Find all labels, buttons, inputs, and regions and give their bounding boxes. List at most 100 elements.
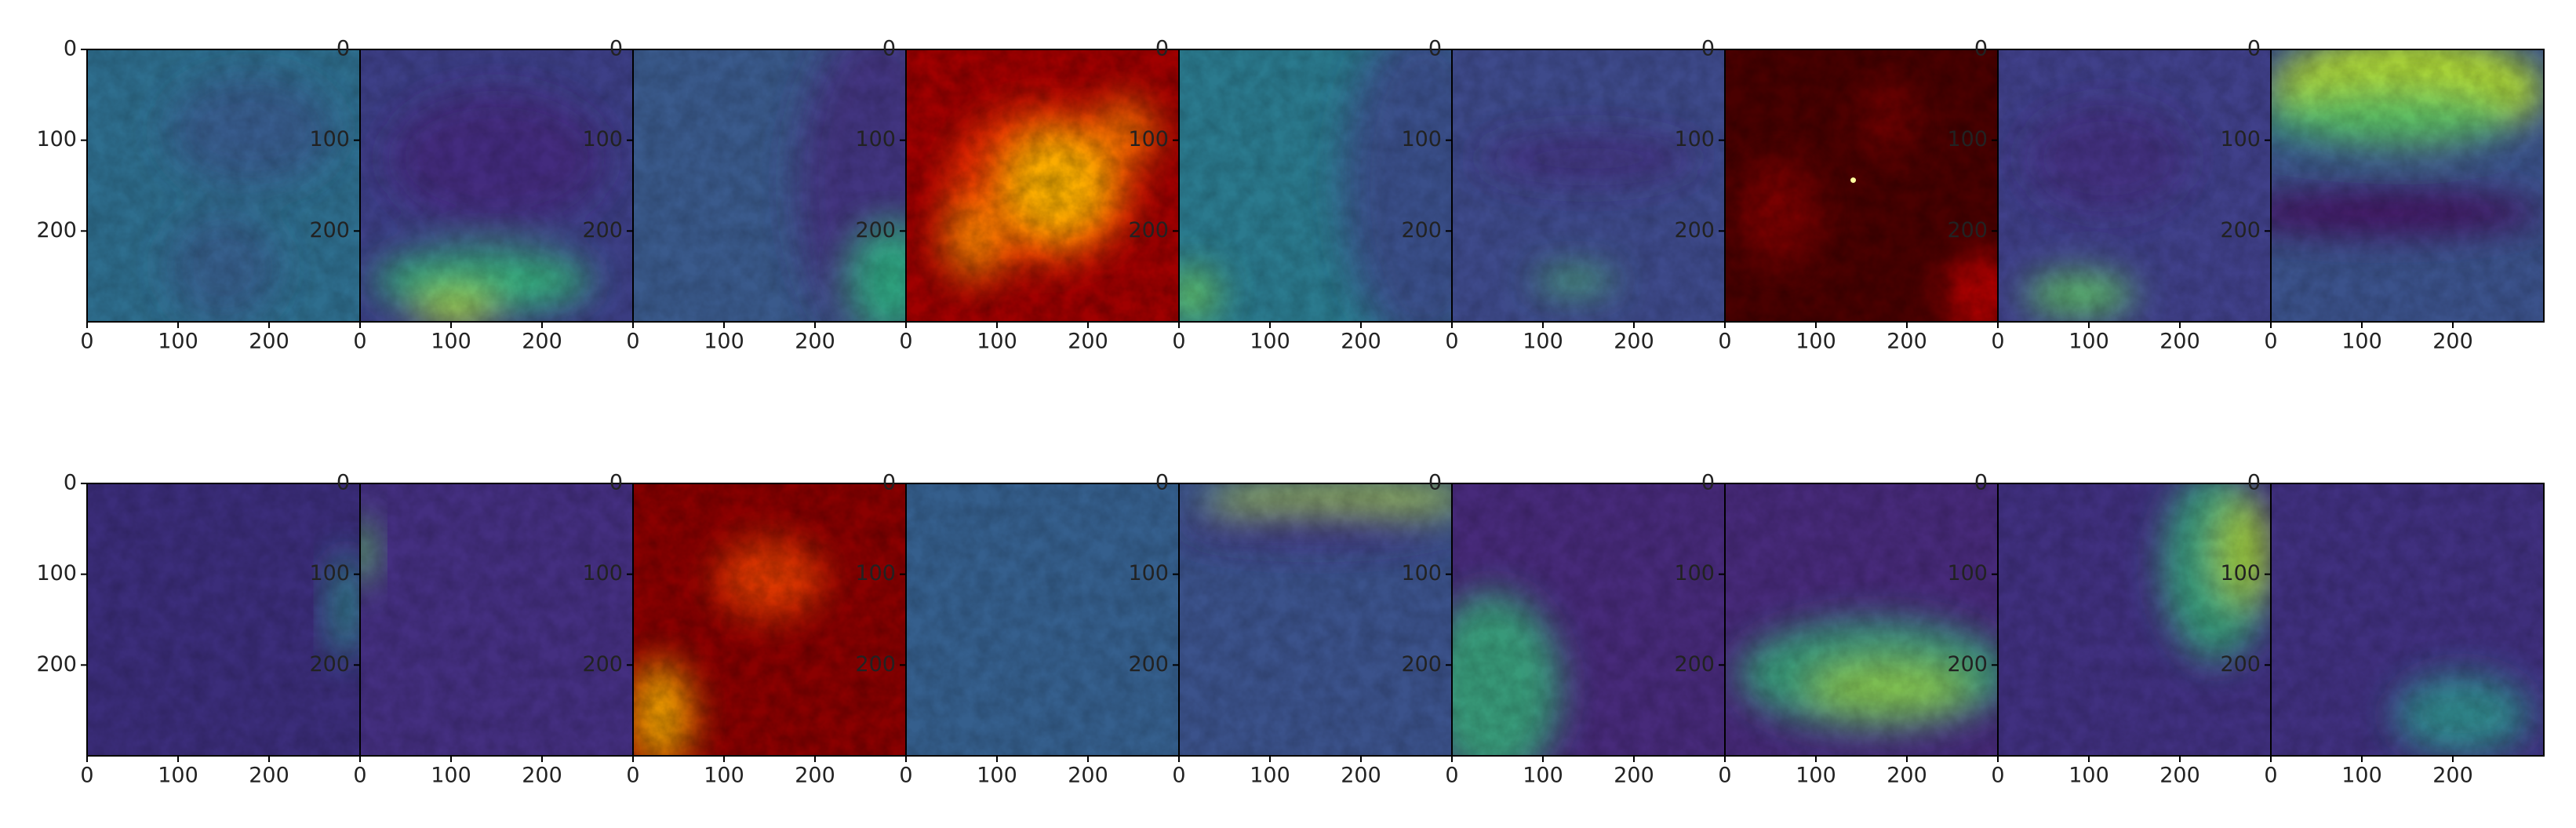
image xyxy=(1725,49,1998,322)
x-tick-label: 0 xyxy=(1445,330,1458,354)
image-panel: 0 100 200 0 100 200 xyxy=(1674,37,1999,354)
y-tick-label: 100 xyxy=(309,561,350,585)
y-tick-label: 100 xyxy=(309,127,350,151)
image xyxy=(1452,49,1725,322)
image-noise xyxy=(87,49,360,322)
axes-frame xyxy=(2270,483,2545,757)
y-tick-label: 200 xyxy=(309,652,350,677)
image xyxy=(1179,483,1452,756)
y-tick-label: 100 xyxy=(582,561,623,585)
x-tick-label: 100 xyxy=(1250,764,1290,788)
y-tick-label: 0 xyxy=(1701,37,1715,61)
y-tick-label: 200 xyxy=(1401,652,1442,677)
y-tick-label: 0 xyxy=(2247,37,2261,61)
x-tick-label: 0 xyxy=(80,330,93,354)
y-tick-label: 100 xyxy=(1128,561,1169,585)
image xyxy=(633,49,906,322)
x-tick-label: 200 xyxy=(1614,764,1654,788)
image-noise xyxy=(906,483,1179,756)
x-tick-label: 200 xyxy=(249,330,289,354)
image-noise xyxy=(1179,483,1452,756)
image-panel: 0 100 200 0 100 200 xyxy=(1401,37,1726,354)
y-tick-label: 200 xyxy=(1401,218,1442,243)
y-tick-label: 0 xyxy=(882,37,896,61)
x-tick-label: 0 xyxy=(1718,764,1731,788)
x-tick-label: 100 xyxy=(704,764,744,788)
y-tick-label: 0 xyxy=(1155,471,1169,495)
y-tick-label: 0 xyxy=(609,37,623,61)
image xyxy=(633,483,906,756)
x-tick-label: 0 xyxy=(899,764,912,788)
x-tick-label: 0 xyxy=(2264,764,2277,788)
x-tick-label: 200 xyxy=(522,330,562,354)
image xyxy=(2271,49,2544,322)
y-tick-label: 200 xyxy=(36,218,77,243)
image-panel: 0 100 200 0 100 200 xyxy=(1674,471,1999,788)
x-tick-label: 200 xyxy=(522,764,562,788)
x-tick-label: 100 xyxy=(2341,764,2382,788)
y-tick-label: 200 xyxy=(2220,652,2261,677)
y-tick-label: 0 xyxy=(1428,37,1442,61)
x-tick-label: 0 xyxy=(2264,330,2277,354)
x-tick-label: 0 xyxy=(899,330,912,354)
image xyxy=(360,483,633,756)
y-tick-label: 0 xyxy=(337,37,350,61)
y-tick-label: 200 xyxy=(582,652,623,677)
y-tick-label: 100 xyxy=(1674,127,1715,151)
image xyxy=(906,49,1179,322)
x-tick-label: 100 xyxy=(1250,330,1290,354)
x-tick-label: 200 xyxy=(1614,330,1654,354)
x-tick-label: 100 xyxy=(704,330,744,354)
x-tick-label: 0 xyxy=(626,764,639,788)
x-tick-label: 100 xyxy=(431,764,471,788)
image xyxy=(360,49,633,322)
image-panel: 0 100 200 0 100 200 xyxy=(1128,471,1453,788)
x-tick-label: 200 xyxy=(1068,764,1108,788)
y-tick-label: 0 xyxy=(882,471,896,495)
image-noise xyxy=(633,483,906,756)
image-noise xyxy=(1998,483,2271,756)
image-panel: 0 100 200 0 100 200 xyxy=(582,37,907,354)
x-tick-label: 0 xyxy=(1991,764,2004,788)
image-noise xyxy=(87,483,360,756)
y-tick-label: 100 xyxy=(855,127,896,151)
y-tick-label: 200 xyxy=(855,652,896,677)
x-tick-label: 200 xyxy=(1341,330,1381,354)
y-tick-label: 0 xyxy=(1974,37,1988,61)
y-tick-label: 100 xyxy=(1947,127,1988,151)
x-tick-label: 200 xyxy=(1887,330,1927,354)
image-panel: 0 100 200 0 100 200 xyxy=(1947,471,2272,788)
image-panel: 0 100 200 0 100 200 xyxy=(1128,37,1453,354)
x-tick-label: 0 xyxy=(626,330,639,354)
x-tick-label: 0 xyxy=(80,764,93,788)
y-tick-label: 0 xyxy=(609,471,623,495)
image xyxy=(1725,483,1998,756)
image xyxy=(2271,483,2544,756)
image xyxy=(1179,49,1452,322)
y-tick-label: 100 xyxy=(855,561,896,585)
y-tick-label: 100 xyxy=(1128,127,1169,151)
image-panel: 0 100 200 0 100 200 xyxy=(36,37,361,354)
x-tick-label: 100 xyxy=(1796,330,1836,354)
image-noise xyxy=(1452,49,1725,322)
x-tick-label: 200 xyxy=(795,764,835,788)
y-tick-label: 200 xyxy=(855,218,896,243)
image xyxy=(1452,483,1725,756)
x-tick-label: 0 xyxy=(1172,330,1185,354)
y-tick-label: 0 xyxy=(1974,471,1988,495)
y-tick-label: 200 xyxy=(1674,652,1715,677)
x-tick-label: 200 xyxy=(795,330,835,354)
x-tick-label: 200 xyxy=(249,764,289,788)
x-tick-label: 200 xyxy=(2432,764,2473,788)
x-tick-label: 100 xyxy=(1796,764,1836,788)
image-panel: 0 100 200 0 100 200 xyxy=(309,471,634,788)
image-panel: 0 100 200 0 100 200 xyxy=(2220,471,2545,788)
x-tick-label: 0 xyxy=(1991,330,2004,354)
y-tick-label: 200 xyxy=(1947,652,1988,677)
image-noise xyxy=(1179,49,1452,322)
x-tick-label: 200 xyxy=(2432,330,2473,354)
image-noise xyxy=(1725,49,1998,322)
x-tick-label: 0 xyxy=(353,330,366,354)
y-tick-label: 200 xyxy=(309,218,350,243)
x-tick-label: 0 xyxy=(1718,330,1731,354)
